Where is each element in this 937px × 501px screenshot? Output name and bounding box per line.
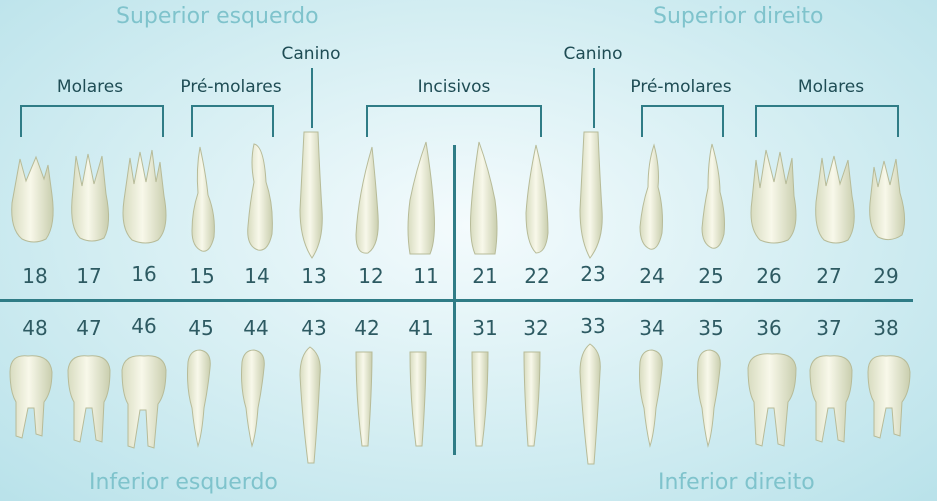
- group-label-molares-right: Molares: [797, 77, 865, 97]
- horizontal-divider: [0, 299, 913, 302]
- tooth-number: 34: [639, 316, 665, 340]
- tooth-number: 35: [698, 316, 724, 340]
- tooth-number: 48: [22, 316, 48, 340]
- bracket-premolares-right: [641, 105, 724, 137]
- tooth-number: 12: [358, 264, 384, 288]
- tooth-32: [523, 351, 541, 447]
- tooth-37: [809, 355, 853, 443]
- tooth-number: 43: [301, 316, 327, 340]
- tooth-number: 32: [523, 316, 549, 340]
- tooth-number: 31: [472, 316, 498, 340]
- tooth-17: [71, 153, 110, 242]
- tooth-41: [409, 351, 427, 447]
- tooth-11: [407, 141, 435, 255]
- upper-right-quadrant-title: Superior direito: [653, 4, 824, 29]
- tooth-26: [750, 149, 797, 244]
- tooth-45: [187, 349, 211, 448]
- upper-left-quadrant-title: Superior esquerdo: [116, 4, 319, 29]
- tooth-31: [471, 351, 489, 447]
- tooth-22: [525, 144, 549, 254]
- tooth-number: 36: [756, 316, 782, 340]
- tooth-47: [67, 355, 111, 443]
- bracket-premolares-left: [191, 105, 274, 137]
- lower-right-quadrant-title: Inferior direito: [658, 470, 815, 495]
- group-label-canino-right: Canino: [563, 44, 623, 64]
- tooth-number: 21: [472, 264, 498, 288]
- tooth-38: [867, 355, 911, 439]
- tooth-number: 44: [243, 316, 269, 340]
- tooth-27: [815, 155, 855, 244]
- tooth-21: [470, 141, 498, 255]
- tooth-44: [241, 349, 265, 448]
- tooth-13: [299, 131, 323, 259]
- tooth-number: 11: [413, 264, 439, 288]
- group-label-premolares-right: Pré-molares: [630, 77, 732, 97]
- tooth-35: [697, 349, 721, 448]
- tooth-14: [247, 143, 273, 251]
- tooth-48: [9, 355, 53, 439]
- tooth-number: 15: [189, 264, 215, 288]
- tooth-number: 37: [816, 316, 842, 340]
- group-label-canino-left: Canino: [281, 44, 341, 64]
- tooth-number: 17: [76, 264, 102, 288]
- canino-right-pointer: [593, 68, 595, 128]
- tooth-18: [11, 155, 54, 243]
- tooth-number: 41: [408, 316, 434, 340]
- tooth-number: 18: [22, 264, 48, 288]
- tooth-36: [747, 353, 797, 447]
- tooth-23: [579, 131, 603, 259]
- tooth-number: 23: [580, 262, 606, 286]
- group-label-incisivos: Incisivos: [417, 77, 491, 97]
- group-label-premolares-left: Pré-molares: [180, 77, 282, 97]
- tooth-25: [701, 143, 725, 249]
- bracket-incisivos: [366, 105, 542, 137]
- tooth-42: [355, 351, 373, 447]
- tooth-16: [122, 149, 167, 244]
- tooth-24: [639, 143, 663, 250]
- tooth-number: 46: [131, 314, 157, 338]
- tooth-number: 22: [524, 264, 550, 288]
- tooth-number: 25: [698, 264, 724, 288]
- tooth-34: [639, 349, 663, 448]
- tooth-number: 27: [816, 264, 842, 288]
- tooth-number: 26: [756, 264, 782, 288]
- tooth-number: 24: [639, 264, 665, 288]
- tooth-33: [579, 343, 601, 465]
- tooth-number: 29: [873, 264, 899, 288]
- tooth-number: 38: [873, 316, 899, 340]
- tooth-number: 16: [131, 262, 157, 286]
- tooth-number: 47: [76, 316, 102, 340]
- canino-left-pointer: [311, 68, 313, 128]
- tooth-29: [869, 158, 906, 241]
- tooth-15: [191, 146, 215, 252]
- group-label-molares-left: Molares: [56, 77, 124, 97]
- tooth-number: 13: [301, 264, 327, 288]
- bracket-molares-left: [20, 105, 164, 137]
- tooth-number: 33: [580, 314, 606, 338]
- tooth-number: 45: [188, 316, 214, 340]
- tooth-43: [299, 346, 321, 464]
- tooth-46: [121, 355, 167, 449]
- tooth-12: [355, 146, 379, 254]
- tooth-number: 14: [244, 264, 270, 288]
- vertical-divider: [453, 145, 456, 455]
- lower-left-quadrant-title: Inferior esquerdo: [89, 470, 278, 495]
- bracket-molares-right: [755, 105, 899, 137]
- tooth-number: 42: [354, 316, 380, 340]
